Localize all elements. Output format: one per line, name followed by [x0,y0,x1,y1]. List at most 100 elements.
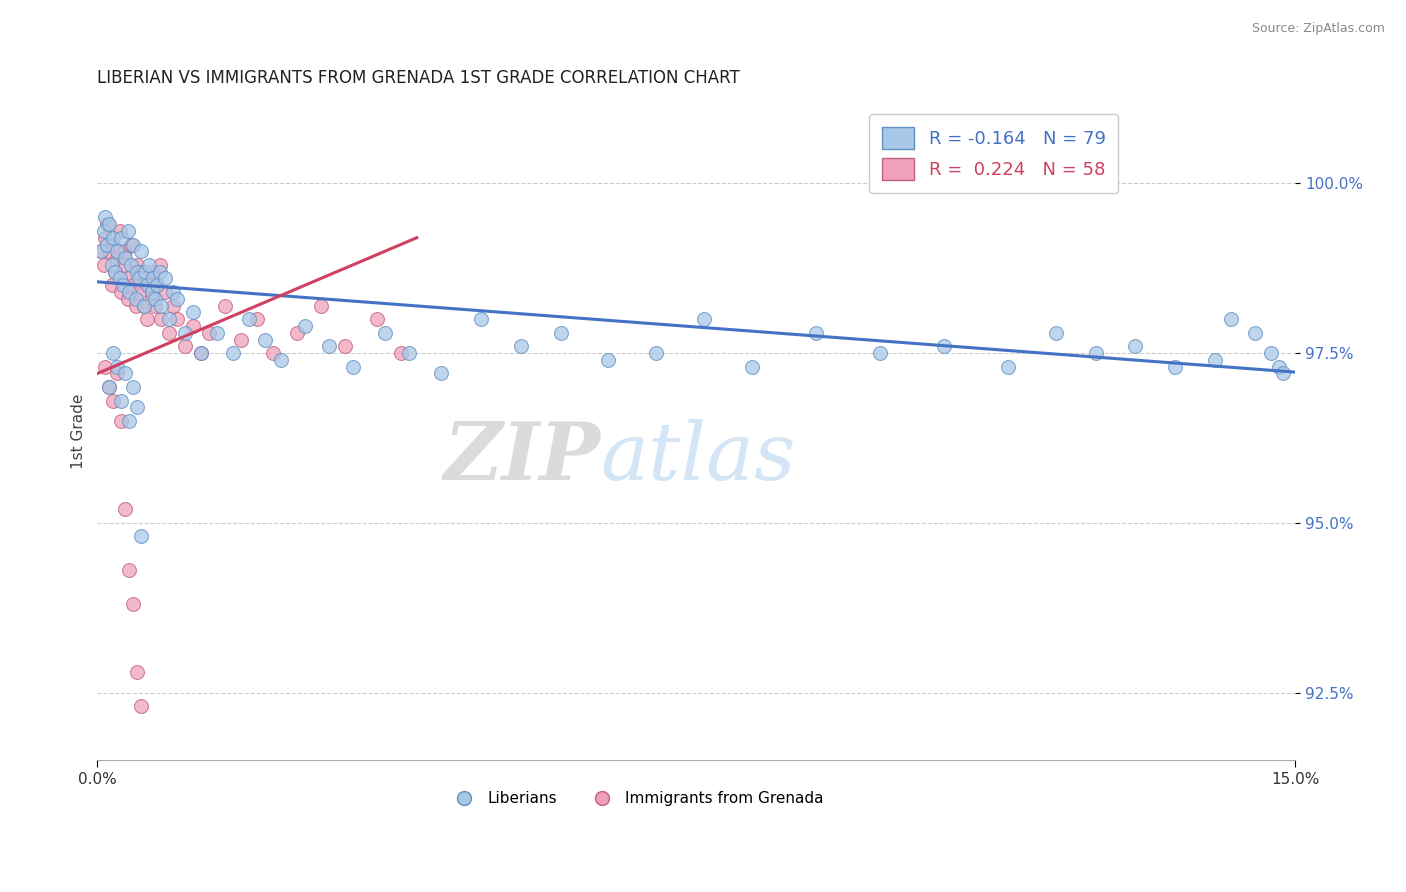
Point [1272,367,1295,381]
Point [93,224,115,238]
Point [114,251,136,265]
Text: Source: ZipAtlas.com: Source: ZipAtlas.com [1251,22,1385,36]
Point [141,285,163,299]
Point [120,258,142,272]
Point [550,326,572,340]
Point [190,346,212,360]
Point [262,346,284,360]
Point [238,312,260,326]
Point [110,285,132,299]
Point [104,265,127,279]
Text: atlas: atlas [600,418,796,496]
Point [166,312,188,326]
Point [1045,326,1067,340]
Point [157,312,180,326]
Point [134,271,156,285]
Point [429,367,451,381]
Point [110,231,132,245]
Point [181,318,204,333]
Point [134,265,156,279]
Point [94,359,117,374]
Point [285,326,308,340]
Point [1260,346,1282,360]
Point [105,251,128,265]
Point [122,237,145,252]
Point [149,258,172,272]
Text: LIBERIAN VS IMMIGRANTS FROM GRENADA 1ST GRADE CORRELATION CHART: LIBERIAN VS IMMIGRANTS FROM GRENADA 1ST … [97,69,740,87]
Point [146,278,169,293]
Point [135,312,157,326]
Point [114,244,136,259]
Point [114,367,136,381]
Point [118,414,141,428]
Point [509,339,531,353]
Point [142,271,165,285]
Point [1125,339,1147,353]
Point [294,318,316,333]
Point [96,217,118,231]
Point [103,237,125,252]
Point [470,312,492,326]
Point [598,352,620,367]
Point [117,224,139,238]
Point [1268,359,1291,374]
Point [90,244,112,259]
Point [1084,346,1107,360]
Point [198,326,221,340]
Point [205,326,228,340]
Point [114,502,136,516]
Point [181,305,204,319]
Point [105,244,128,259]
Point [190,346,212,360]
Point [129,244,152,259]
Legend: Liberians, Immigrants from Grenada: Liberians, Immigrants from Grenada [443,785,830,812]
Point [127,401,149,415]
Point [118,285,141,299]
Point [98,217,121,231]
Point [105,367,128,381]
Point [105,359,128,374]
Point [645,346,668,360]
Point [869,346,891,360]
Point [398,346,420,360]
Point [138,278,160,293]
Point [96,237,118,252]
Point [309,299,332,313]
Point [132,299,155,313]
Point [94,211,117,225]
Point [128,271,150,285]
Text: ZIP: ZIP [443,418,600,496]
Point [127,665,149,680]
Point [146,278,169,293]
Point [103,231,125,245]
Point [142,265,165,279]
Point [127,265,149,279]
Point [103,393,125,408]
Point [111,278,134,293]
Point [229,333,252,347]
Point [108,271,131,285]
Point [104,265,127,279]
Point [111,258,134,272]
Point [932,339,955,353]
Point [132,299,155,313]
Point [1220,312,1243,326]
Point [118,563,141,577]
Point [117,292,139,306]
Point [120,237,142,252]
Point [128,285,150,299]
Point [108,224,131,238]
Point [98,380,121,394]
Point [125,292,148,306]
Point [1244,326,1267,340]
Point [150,312,173,326]
Point [98,244,121,259]
Point [122,380,145,394]
Point [342,359,364,374]
Point [1164,359,1187,374]
Point [90,244,112,259]
Y-axis label: 1st Grade: 1st Grade [72,393,86,469]
Point [100,258,122,272]
Point [127,258,149,272]
Point [157,326,180,340]
